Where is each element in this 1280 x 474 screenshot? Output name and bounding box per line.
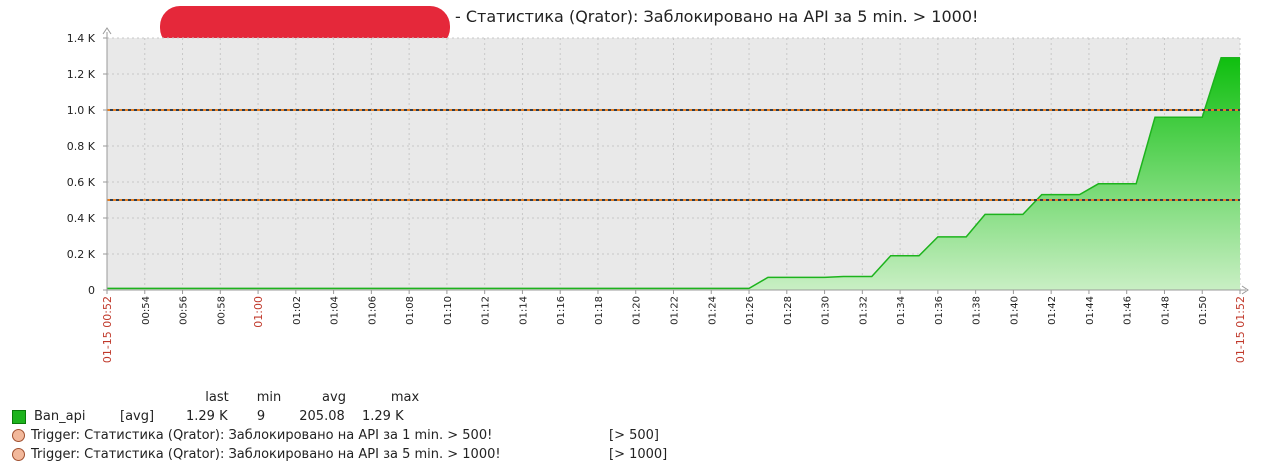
y-tick-label: 0.8 K (67, 140, 96, 153)
y-tick-label: 1.4 K (67, 32, 96, 45)
legend-item-avg: 205.08 (299, 409, 345, 424)
x-axis-ticks: 01-15 00:52 00:54 00:56 00:58 01:00 01:02 01:0… (101, 290, 1247, 363)
x-tick-label: 01:34 (896, 296, 907, 325)
x-tick-label: 00:58 (216, 296, 227, 325)
legend-header-last: last (205, 390, 229, 405)
x-tick-label: 01:46 (1123, 296, 1134, 325)
x-tick-label: 01:28 (783, 296, 794, 325)
x-tick-label: 01:20 (632, 296, 643, 325)
y-tick-label: 1.2 K (67, 68, 96, 81)
x-tick-label: 01:40 (1009, 296, 1020, 325)
x-tick-label: 01-15 00:52 (101, 296, 114, 363)
trigger-dot-icon (12, 429, 25, 442)
x-tick-label: 01:12 (481, 296, 492, 325)
trigger-condition: [> 500] (609, 428, 659, 443)
legend-header-avg: avg (322, 390, 346, 405)
x-tick-label: 01:22 (670, 296, 681, 325)
threshold-lines (107, 109, 1240, 201)
x-tick-label: 01:08 (405, 296, 416, 325)
series-line (107, 57, 1240, 290)
legend: last min avg max Ban_api [avg] 1.29 K 9 … (12, 388, 667, 464)
x-tick-label: 01:24 (707, 296, 718, 325)
x-tick-label: 01:44 (1085, 296, 1096, 325)
x-axis-arrow (1241, 285, 1249, 295)
x-tick-label: 01:14 (518, 296, 529, 325)
y-tick-label: 1.0 K (67, 104, 96, 117)
legend-header: last min avg max (12, 388, 667, 407)
series-area-fill (107, 57, 1240, 290)
legend-header-min: min (256, 390, 282, 405)
x-tick-label: 01:42 (1047, 296, 1058, 325)
x-tick-label: 01:32 (858, 296, 869, 325)
y-tick-label: 0.2 K (67, 248, 96, 261)
legend-trigger-1: Trigger: Статистика (Qrator): Заблокиров… (12, 426, 667, 445)
x-tick-label: 01:10 (443, 296, 454, 325)
x-tick-label: 01:18 (594, 296, 605, 325)
x-tick-label: 01:38 (972, 296, 983, 325)
x-tick-label: 01:16 (556, 296, 567, 325)
x-tick-label: 00:56 (179, 296, 190, 325)
legend-item-min: 9 (256, 409, 266, 424)
axes (102, 27, 1249, 295)
y-tick-label: 0 (88, 284, 95, 297)
legend-item-ban-api: Ban_api [avg] 1.29 K 9 205.08 1.29 K (12, 407, 667, 426)
x-tick-label: 01:04 (330, 296, 341, 325)
x-tick-label: 01:48 (1160, 296, 1171, 325)
legend-item-func: [avg] (120, 409, 155, 424)
legend-header-max: max (390, 390, 420, 405)
graph-title: - Статистика (Qrator): Заблокировано на … (455, 7, 978, 26)
x-tick-label: 01:02 (292, 296, 303, 325)
series-area (107, 57, 1240, 290)
y-axis-ticks: 0 0.2 K 0.4 K 0.6 K 0.8 K 1.0 K 1.2 K 1.4 K (67, 32, 107, 297)
legend-item-name: Ban_api (34, 409, 86, 424)
legend-item-last: 1.29 K (186, 409, 228, 424)
x-tick-label: 01:00 (252, 296, 265, 328)
trigger-label: Trigger: Статистика (Qrator): Заблокиров… (31, 428, 493, 443)
y-axis-arrow (102, 27, 112, 35)
trigger-label: Trigger: Статистика (Qrator): Заблокиров… (31, 447, 501, 462)
x-tick-label: 01:36 (934, 296, 945, 325)
trigger-dot-icon (12, 448, 25, 461)
x-tick-label: 01:50 (1198, 296, 1209, 325)
x-tick-label: 00:54 (141, 296, 152, 325)
x-tick-label: 01-15 01:52 (1234, 296, 1247, 363)
legend-trigger-2: Trigger: Статистика (Qrator): Заблокиров… (12, 445, 667, 464)
x-tick-label: 01:06 (367, 296, 378, 325)
legend-item-max: 1.29 K (362, 409, 404, 424)
x-tick-label: 01:30 (821, 296, 832, 325)
trigger-condition: [> 1000] (609, 447, 668, 462)
y-tick-label: 0.4 K (67, 212, 96, 225)
y-tick-label: 0.6 K (67, 176, 96, 189)
x-tick-label: 01:26 (745, 296, 756, 325)
series-color-swatch (12, 409, 26, 424)
